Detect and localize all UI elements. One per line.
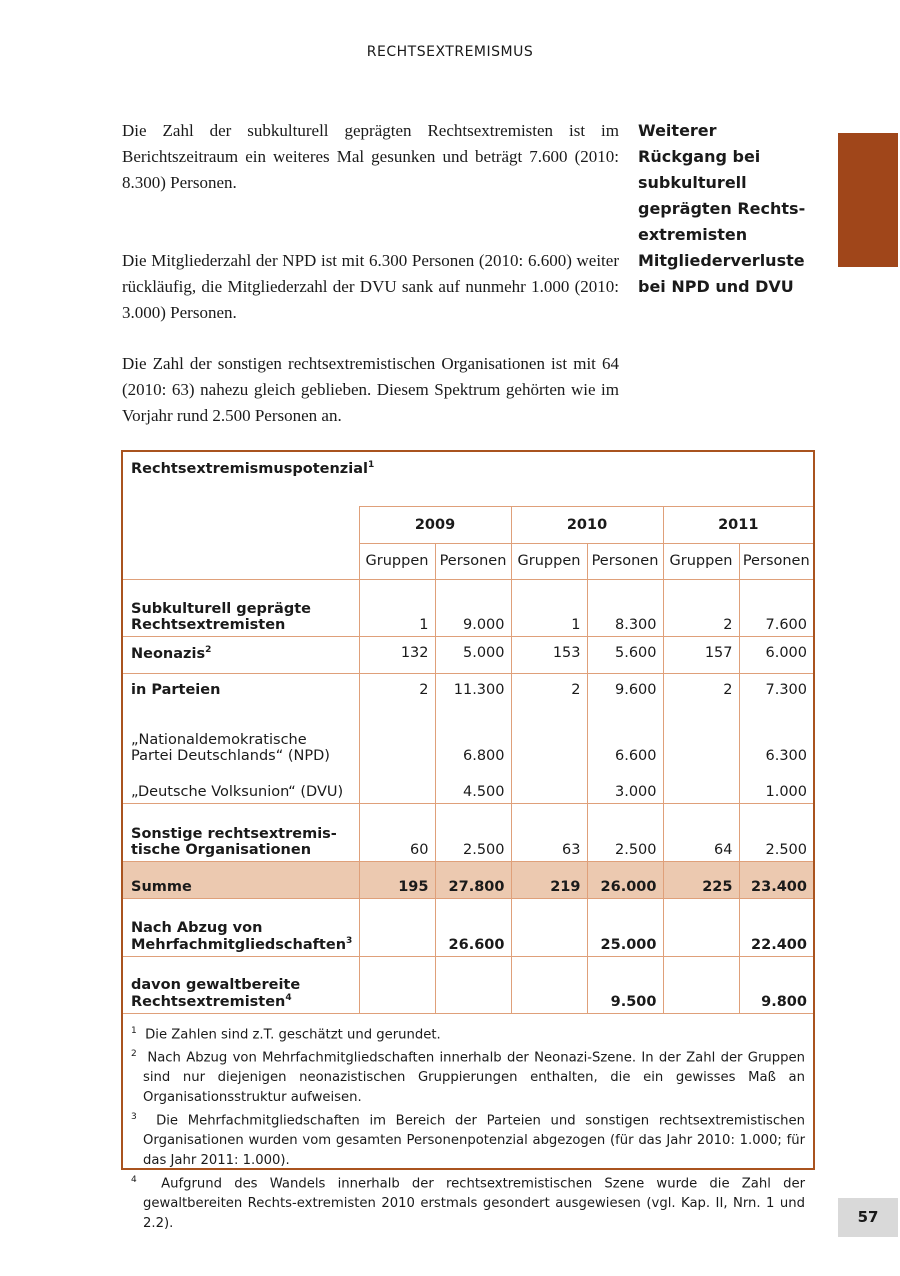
row-label: davon gewaltbereite Rechtsextremisten4 xyxy=(123,955,360,1014)
cell-value: 27.800 xyxy=(434,860,512,899)
cell-value xyxy=(358,709,436,767)
cell-value xyxy=(358,897,436,957)
cell-value: 9.500 xyxy=(586,955,664,1014)
paragraph: Die Zahl der subkulturell geprägten Rech… xyxy=(122,121,619,192)
column-header: Personen xyxy=(738,542,813,580)
year-header: 2011 xyxy=(662,505,813,544)
cell-value xyxy=(510,767,588,804)
row-label: Nach Abzug von Mehrfachmitgliedschaften3 xyxy=(123,897,360,957)
row-label: in Parteien xyxy=(123,672,360,709)
column-header: Personen xyxy=(434,542,512,580)
cell-value: 153 xyxy=(510,635,588,674)
cell-value: 1.000 xyxy=(738,767,813,804)
cell-value: 11.300 xyxy=(434,672,512,709)
table-row: „Deutsche Volksunion“ (DVU) 4.500 3.000 1.0… xyxy=(123,767,813,804)
cell-value: 9.000 xyxy=(434,578,512,637)
cell-value xyxy=(434,955,512,1014)
cell-value xyxy=(662,955,740,1014)
row-label: „Deutsche Volksunion“ (DVU) xyxy=(123,767,360,804)
chapter-tab xyxy=(838,133,898,267)
page-number: 57 xyxy=(838,1198,898,1237)
cell-value xyxy=(662,897,740,957)
cell-value: 26.000 xyxy=(586,860,664,899)
table-row: Sonstige rechtsextremis-tische Organisat… xyxy=(123,802,813,862)
cell-value: 2 xyxy=(662,672,740,709)
cell-value: 2.500 xyxy=(586,802,664,862)
cell-value: 6.600 xyxy=(586,709,664,767)
column-header: Personen xyxy=(586,542,664,580)
table-row: davon gewaltbereite Rechtsextremisten4 9.… xyxy=(123,955,813,1014)
column-header: Gruppen xyxy=(510,542,588,580)
footnote: 1 Die Zahlen sind z.T. geschätzt und ger… xyxy=(131,1025,441,1042)
column-header: Gruppen xyxy=(662,542,740,580)
cell-value: 1 xyxy=(358,578,436,637)
cell-value: 6.800 xyxy=(434,709,512,767)
cell-value: 195 xyxy=(358,860,436,899)
cell-value: 3.000 xyxy=(586,767,664,804)
row-label: „Nationaldemokratische Partei Deutschlan… xyxy=(123,709,360,767)
cell-value: 2 xyxy=(662,578,740,637)
cell-value: 4.500 xyxy=(434,767,512,804)
cell-value xyxy=(662,767,740,804)
footnote: 3 Die Mehrfachmitgliedschaften im Bereic… xyxy=(131,1112,805,1168)
table-row: in Parteien 2 11.300 2 9.600 2 7.300 xyxy=(123,672,813,709)
paragraph: Die Mitgliederzahl der NPD ist mit 6.300… xyxy=(122,251,619,322)
cell-value: 5.600 xyxy=(586,635,664,674)
margin-note: Weiterer Rückgang bei subkulturell geprä… xyxy=(638,121,806,244)
table-row: Neonazis2 132 5.000 153 5.600 157 6.000 xyxy=(123,635,813,674)
cell-value: 25.000 xyxy=(586,897,664,957)
cell-value: 9.600 xyxy=(586,672,664,709)
cell-value: 219 xyxy=(510,860,588,899)
footnote: 4 Aufgrund des Wandels innerhalb der rec… xyxy=(131,1175,805,1231)
cell-value: 60 xyxy=(358,802,436,862)
cell-value: 23.400 xyxy=(738,860,813,899)
footnotes: 1 Die Zahlen sind z.T. geschätzt und ger… xyxy=(123,1014,813,1234)
cell-value: 2.500 xyxy=(434,802,512,862)
cell-value: 63 xyxy=(510,802,588,862)
margin-note: Mitgliederverluste bei NPD und DVU xyxy=(638,251,805,296)
cell-value: 64 xyxy=(662,802,740,862)
cell-value xyxy=(662,709,740,767)
cell-value: 157 xyxy=(662,635,740,674)
cell-value xyxy=(510,897,588,957)
cell-value: 225 xyxy=(662,860,740,899)
cell-value: 2.500 xyxy=(738,802,813,862)
cell-value: 22.400 xyxy=(738,897,813,957)
cell-value: 6.000 xyxy=(738,635,813,674)
potential-table-box: Rechtsextremismuspotenzial1 2009 2010 20… xyxy=(121,450,815,1231)
cell-value xyxy=(510,709,588,767)
column-header: Gruppen xyxy=(358,542,436,580)
cell-value: 2 xyxy=(510,672,588,709)
row-label: Sonstige rechtsextremis-tische Organisat… xyxy=(123,802,360,862)
year-header: 2010 xyxy=(510,505,664,544)
table-row: Nach Abzug von Mehrfachmitgliedschaften3… xyxy=(123,897,813,957)
cell-value: 8.300 xyxy=(586,578,664,637)
table-row: Subkulturell geprägte Rechtsextremisten 1… xyxy=(123,578,813,637)
potential-table: Rechtsextremismuspotenzial1 2009 2010 20… xyxy=(123,452,813,1234)
cell-value: 132 xyxy=(358,635,436,674)
table-title: Rechtsextremismuspotenzial1 xyxy=(131,460,375,477)
cell-value: 7.600 xyxy=(738,578,813,637)
footnote: 2 Nach Abzug von Mehrfachmitgliedschafte… xyxy=(131,1049,805,1105)
table-row: Summe 195 27.800 219 26.000 225 23.400 xyxy=(123,860,813,899)
cell-value xyxy=(358,767,436,804)
cell-value: 9.800 xyxy=(738,955,813,1014)
paragraph: Die Zahl der sonstigen rechtsextremistis… xyxy=(122,354,619,425)
cell-value xyxy=(358,955,436,1014)
cell-value: 1 xyxy=(510,578,588,637)
cell-value: 2 xyxy=(358,672,436,709)
cell-value: 7.300 xyxy=(738,672,813,709)
year-header: 2009 xyxy=(358,505,512,544)
cell-value: 6.300 xyxy=(738,709,813,767)
cell-value: 26.600 xyxy=(434,897,512,957)
cell-value: 5.000 xyxy=(434,635,512,674)
running-header: RECHTSEXTREMISMUS xyxy=(366,44,534,60)
row-label: Subkulturell geprägte Rechtsextremisten xyxy=(123,578,360,637)
table-row: „Nationaldemokratische Partei Deutschlan… xyxy=(123,709,813,767)
cell-value xyxy=(510,955,588,1014)
row-label: Neonazis2 xyxy=(123,635,360,674)
row-label: Summe xyxy=(123,860,360,899)
